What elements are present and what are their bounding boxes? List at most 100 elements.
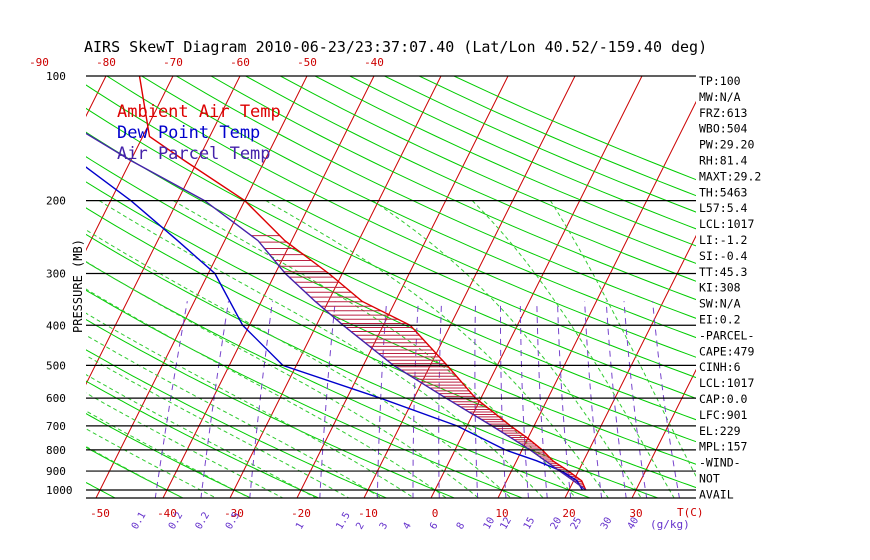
dry-adiabat-line bbox=[418, 76, 696, 197]
dry-adiabat-line bbox=[86, 261, 592, 498]
mixing-ratio-label: 30 bbox=[599, 516, 615, 532]
mixing-ratio-line bbox=[519, 301, 529, 498]
dry-adiabat-line bbox=[86, 481, 117, 498]
moist-adiabat-line bbox=[86, 374, 317, 498]
y-axis-label: PRESSURE (MB) bbox=[71, 239, 85, 333]
index-entry: RH:81.4 bbox=[699, 154, 748, 168]
legend-entry-parcel: Air Parcel Temp bbox=[117, 144, 271, 164]
mixing-ratio-label: 2 bbox=[354, 521, 367, 532]
moist-adiabat-line bbox=[86, 312, 415, 498]
index-entry: WBO:504 bbox=[699, 122, 748, 136]
mixing-ratio-label: 0.2 bbox=[194, 510, 213, 531]
pressure-tick-label: 900 bbox=[46, 465, 66, 478]
legend-entry-ambient: Ambient Air Temp bbox=[117, 102, 281, 122]
index-entry: KI:308 bbox=[699, 281, 741, 295]
index-entry: SI:-0.4 bbox=[699, 249, 748, 263]
dry-adiabat-line bbox=[86, 289, 524, 498]
mixing-ratio-label: 12 bbox=[498, 516, 514, 532]
dry-adiabat-line bbox=[86, 84, 696, 379]
mixing-ratio-label: 3 bbox=[378, 521, 391, 532]
isotherm-line bbox=[86, 76, 241, 386]
index-entry: MW:N/A bbox=[699, 90, 741, 104]
mixing-ratio-label: 8 bbox=[455, 521, 468, 532]
mixing-ratio-line bbox=[200, 301, 229, 498]
temp-bottom-tick-label: -40 bbox=[157, 507, 177, 520]
moist-adiabat-line bbox=[86, 428, 218, 498]
mixing-ratio-line bbox=[623, 301, 648, 498]
moist-adiabat-line bbox=[86, 445, 184, 498]
dry-adiabat-line bbox=[280, 76, 696, 264]
temp-unit-label: T(C) bbox=[677, 506, 704, 519]
dry-adiabat-line bbox=[86, 131, 696, 421]
temp-bottom-tick-label: 30 bbox=[629, 507, 642, 520]
index-entry: EI:0.2 bbox=[699, 313, 741, 327]
temp-top-tick-label: -50 bbox=[297, 56, 317, 69]
dry-adiabat-line bbox=[0, 76, 49, 499]
temp-bottom-tick-label: -50 bbox=[90, 507, 110, 520]
dry-adiabat-line bbox=[86, 318, 456, 498]
index-entry: TP:100 bbox=[699, 74, 741, 88]
isotherm-line bbox=[296, 76, 509, 498]
dry-adiabat-line bbox=[86, 156, 696, 443]
index-entry: L57:5.4 bbox=[699, 201, 748, 215]
plot-grid bbox=[0, 76, 870, 499]
moist-adiabat-line bbox=[549, 200, 696, 478]
isotherm-line bbox=[497, 100, 696, 498]
dry-adiabat-line bbox=[86, 207, 696, 489]
index-entry: AVAIL bbox=[699, 487, 734, 501]
index-entry: TT:45.3 bbox=[699, 265, 748, 279]
dry-adiabat-line bbox=[86, 349, 388, 498]
mixing-ratio-line bbox=[474, 301, 479, 498]
index-entry: CAPE:479 bbox=[699, 344, 754, 358]
pressure-tick-label: 600 bbox=[46, 392, 66, 405]
pressure-tick-label: 400 bbox=[46, 319, 66, 332]
dry-adiabat-line bbox=[106, 76, 696, 358]
dry-adiabat-line bbox=[86, 107, 696, 399]
moist-adiabat-line bbox=[372, 200, 642, 498]
temp-top-tick-label: -60 bbox=[230, 56, 250, 69]
temp-top-tick-label: -70 bbox=[163, 56, 183, 69]
legend: Ambient Air Temp Dew Point Temp Air Parc… bbox=[117, 102, 281, 164]
moist-adiabat-line bbox=[86, 392, 284, 498]
temp-bottom-tick-label: -30 bbox=[224, 507, 244, 520]
mixing-ratio-line bbox=[500, 301, 507, 498]
mixing-ratio-label: 20 bbox=[549, 516, 565, 532]
isotherm-line bbox=[631, 368, 696, 498]
pressure-tick-label: 1000 bbox=[46, 484, 73, 497]
mixing-ratio-line bbox=[652, 301, 680, 498]
dry-adiabat-line bbox=[176, 76, 696, 319]
stability-indices-panel: TP:100 MW:N/A FRZ:613 WBO:504 PW:29.20 RH:81.… bbox=[699, 74, 761, 501]
pressure-tick-label: 800 bbox=[46, 444, 66, 457]
mixing-ratio-label: 25 bbox=[569, 516, 585, 532]
mixing-ratio-line bbox=[557, 301, 572, 498]
index-entry: LFC:901 bbox=[699, 408, 748, 422]
temp-bottom-tick-label: -10 bbox=[358, 507, 378, 520]
legend-entry-dewpoint: Dew Point Temp bbox=[117, 123, 260, 143]
moist-adiabat-line bbox=[86, 410, 251, 498]
mixing-ratio-line bbox=[376, 301, 388, 498]
index-entry: LCL:1017 bbox=[699, 217, 754, 231]
chart-title: AIRS SkewT Diagram 2010-06-23/23:37:07.4… bbox=[84, 38, 707, 56]
temp-bottom-tick-label: 0 bbox=[432, 507, 439, 520]
dry-adiabat-line bbox=[314, 76, 696, 247]
dry-adiabat-line bbox=[86, 233, 660, 498]
dry-adiabat-line bbox=[245, 76, 696, 282]
mixing-ratio-line bbox=[536, 301, 548, 498]
index-entry: FRZ:613 bbox=[699, 106, 748, 120]
dry-adiabat-line bbox=[86, 380, 320, 498]
isotherm-line bbox=[766, 76, 870, 499]
moist-adiabat-line bbox=[86, 354, 350, 498]
dry-adiabat-line bbox=[86, 181, 696, 465]
mixing-ratio-label: 4 bbox=[401, 521, 414, 532]
isotherm-line bbox=[95, 76, 308, 498]
plot-series bbox=[86, 76, 587, 491]
mixing-ratio-label: 1.5 bbox=[334, 510, 353, 531]
dry-adiabat-line bbox=[86, 446, 185, 498]
moist-adiabat-line bbox=[471, 200, 675, 498]
isotherm-line bbox=[162, 76, 375, 498]
temp-top-tick-label: -40 bbox=[364, 56, 384, 69]
mixing-ratio-label: 1 bbox=[294, 521, 307, 532]
temp-bottom-tick-label: 10 bbox=[495, 507, 508, 520]
moist-adiabat-line bbox=[86, 334, 383, 498]
